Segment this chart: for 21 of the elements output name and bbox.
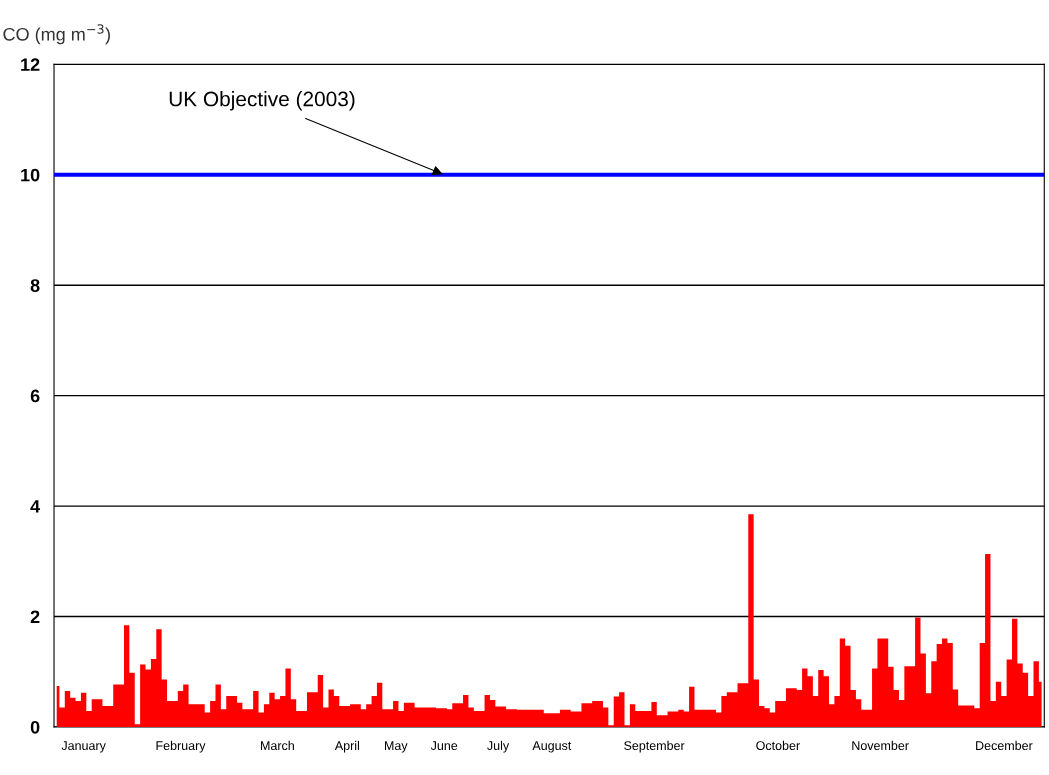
x-tick-label: January — [61, 741, 106, 753]
x-tick-label: July — [487, 740, 510, 753]
y-tick-label: 6 — [30, 389, 40, 403]
x-tick-label: June — [430, 741, 458, 751]
x-tick-label: December — [976, 740, 1033, 751]
y-tick-label: 8 — [30, 279, 40, 292]
x-tick-label: April — [334, 740, 359, 753]
y-tick-label: 2 — [30, 610, 40, 624]
y-tick-label: 4 — [30, 500, 41, 513]
x-tick-label: November — [852, 740, 909, 751]
y-tick-label: 10 — [21, 168, 40, 182]
x-tick-label: October — [756, 740, 800, 751]
y-axis-title: CO (mg m$^{−3}$) — [3, 24, 110, 45]
annotation: UK Objective (2003) — [169, 91, 355, 111]
x-tick-label: September — [624, 740, 685, 753]
x-tick-label: March — [261, 740, 294, 751]
y-tick-label: 12 — [21, 58, 40, 71]
x-tick-label: February — [156, 740, 206, 753]
x-tick-label: August — [532, 741, 572, 753]
y-tick-label: 0 — [30, 720, 40, 734]
x-tick-label: May — [384, 741, 408, 753]
